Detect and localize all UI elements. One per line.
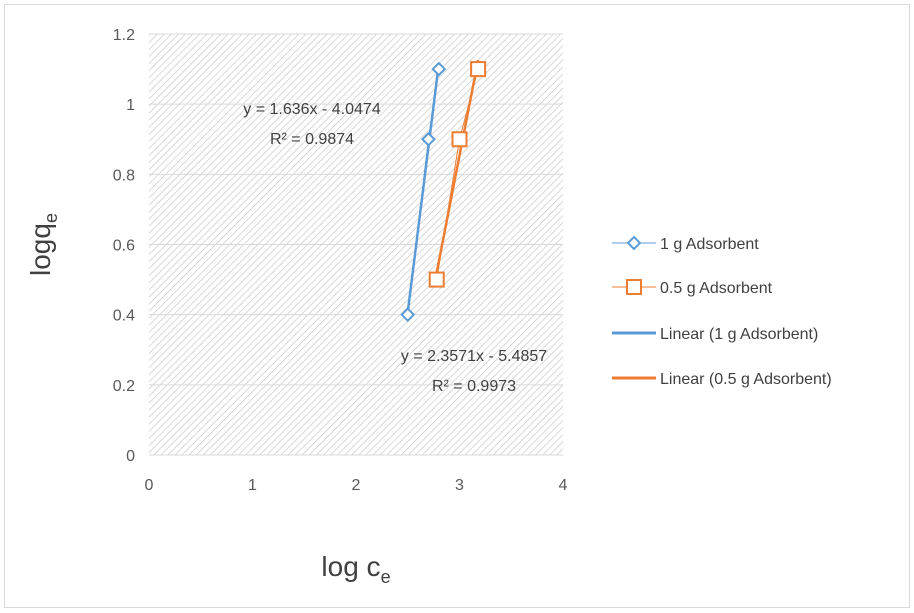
y-axis-ticks: 0 0.2 0.4 0.6 0.8 1 1.2 <box>113 27 135 465</box>
y-tick-label: 0.6 <box>113 238 135 255</box>
data-point-square <box>451 131 468 148</box>
y-tick-label: 0.8 <box>113 167 135 184</box>
y-tick-label: 1 <box>126 97 135 114</box>
x-axis-title-sub: e <box>381 567 391 587</box>
y-tick-label: 0 <box>126 448 135 465</box>
legend-label: 1 g Adsorbent <box>660 236 759 253</box>
gridlines <box>149 33 563 456</box>
legend-label: Linear (0.5 g Adsorbent) <box>660 371 832 388</box>
equation-label-0.5g: y = 2.3571x - 5.4857 <box>401 348 547 365</box>
r2-label-0.5g: R² = 0.9973 <box>432 378 516 395</box>
legend-item: Linear (1 g Adsorbent) <box>612 326 818 343</box>
y-axis-title-sub: e <box>41 213 61 223</box>
legend-item: Linear (0.5 g Adsorbent) <box>612 371 832 388</box>
x-axis-title-base: log c <box>321 551 380 582</box>
x-axis-title: log ce <box>321 551 390 587</box>
x-axis-ticks: 0 1 2 3 4 <box>145 477 568 494</box>
equation-label-1g: y = 1.636x - 4.0474 <box>243 101 381 118</box>
y-axis-title-base: logq <box>25 223 56 276</box>
data-point-diamond <box>400 307 416 323</box>
data-point-square <box>470 61 487 78</box>
y-tick-label: 0.4 <box>113 308 135 325</box>
legend-item: 1 g Adsorbent <box>612 235 759 253</box>
legend-marker-square <box>626 279 642 295</box>
x-tick-label: 0 <box>145 477 154 494</box>
data-point-diamond <box>431 61 447 77</box>
data-markers <box>400 61 487 323</box>
legend: 1 g Adsorbent 0.5 g Adsorbent Linear (1 g … <box>612 235 832 388</box>
trendline-equation-1g: y = 1.636x - 4.0474 R² = 0.9874 <box>243 101 381 148</box>
x-tick-label: 2 <box>352 477 361 494</box>
x-tick-label: 4 <box>559 477 568 494</box>
y-tick-label: 0.2 <box>113 378 135 395</box>
legend-label: 0.5 g Adsorbent <box>660 280 773 297</box>
legend-label: Linear (1 g Adsorbent) <box>660 326 818 343</box>
trendline-equation-0.5g: y = 2.3571x - 5.4857 R² = 0.9973 <box>401 348 547 395</box>
y-tick-label: 1.2 <box>113 27 135 44</box>
data-point-square <box>428 271 445 288</box>
x-tick-label: 3 <box>455 477 464 494</box>
legend-marker-diamond <box>626 235 642 251</box>
y-axis-title: logqe <box>25 213 61 276</box>
data-point-diamond <box>421 131 436 147</box>
x-tick-label: 1 <box>248 477 257 494</box>
r2-label-1g: R² = 0.9874 <box>270 131 354 148</box>
legend-item: 0.5 g Adsorbent <box>612 279 773 297</box>
